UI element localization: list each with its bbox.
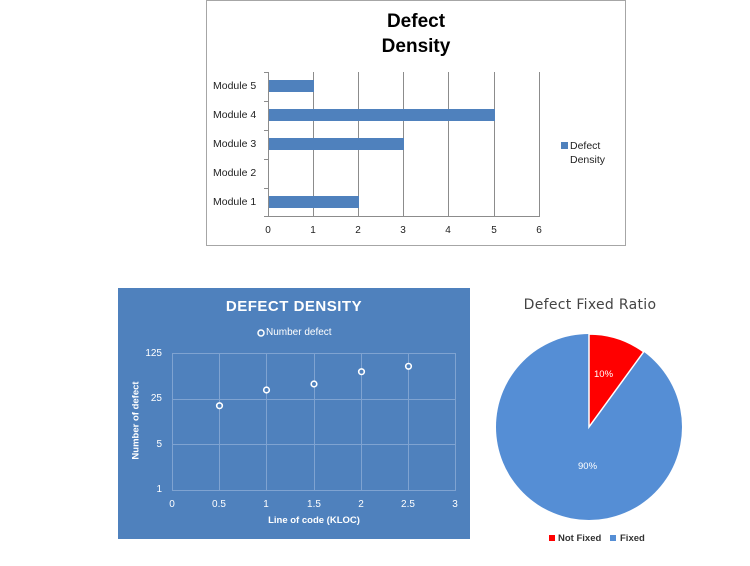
scatter-y-axis-label: Number of defect [130,381,142,460]
bar-module-3 [269,138,404,150]
pie-slice-not-fixed [588,333,645,430]
x-tick-3: 3 [400,225,406,236]
y-label-module-3: Module 3 [213,138,257,150]
point-2.5 [404,362,413,370]
legend-marker-number-defect [257,329,265,337]
scatter-legend-label: Number defect [266,327,332,338]
y-label-module-5: Module 5 [213,80,257,92]
x-tick-0.5: 0.5 [212,499,226,510]
scatter-chart-title: DEFECT DENSITY [225,298,363,315]
y-label-module-1: Module 1 [213,196,257,208]
pie-label-not-fixed: 10% [594,369,614,380]
bar-chart-plot [264,72,568,217]
x-tick-0: 0 [265,225,271,236]
y-tick-5: 5 [156,439,162,450]
y-tick-1: 1 [156,484,162,495]
x-tick-5: 5 [491,225,497,236]
x-tick-1: 1 [310,225,316,236]
bar-module-4 [269,109,495,121]
x-tick-0: 0 [169,499,175,510]
x-tick-4: 4 [445,225,451,236]
bar-chart-title-line2: Density [381,36,451,57]
y-tick-125: 125 [145,348,162,359]
bar-module-1 [269,196,359,208]
pie-legend-fixed: Fixed [620,533,645,544]
y-label-module-2: Module 2 [213,167,257,179]
y-tick-25: 25 [150,393,162,404]
point-1.0 [262,386,271,394]
y-label-module-4: Module 4 [213,109,257,121]
x-tick-3: 3 [452,499,458,510]
point-2.0 [357,368,366,376]
scatter-chart-plot [172,329,456,491]
legend-label-line1: Defect [570,140,601,152]
pie-legend-swatch-fixed [610,535,616,541]
x-tick-2: 2 [355,225,361,236]
scatter-chart-frame [118,288,470,539]
bar-module-5 [269,80,314,92]
scatter-x-axis-label: Line of code (KLOC) [268,515,360,526]
x-tick-1: 1 [263,499,269,510]
x-tick-2.5: 2.5 [401,499,415,510]
x-tick-2: 2 [358,499,364,510]
x-tick-6: 6 [536,225,542,236]
pie-legend-not-fixed: Not Fixed [558,533,602,544]
pie-label-fixed: 90% [578,461,598,472]
point-0.5 [215,402,224,410]
pie-chart-plot [496,333,682,520]
pie-chart-title: Defect Fixed Ratio [523,297,657,313]
legend-swatch-defect-density [561,142,568,149]
x-tick-1.5: 1.5 [307,499,321,510]
bar-chart-title-line1: Defect [386,11,446,32]
legend-label-line2: Density [570,154,606,166]
point-1.5 [310,380,318,388]
pie-legend-swatch-not-fixed [549,535,555,541]
